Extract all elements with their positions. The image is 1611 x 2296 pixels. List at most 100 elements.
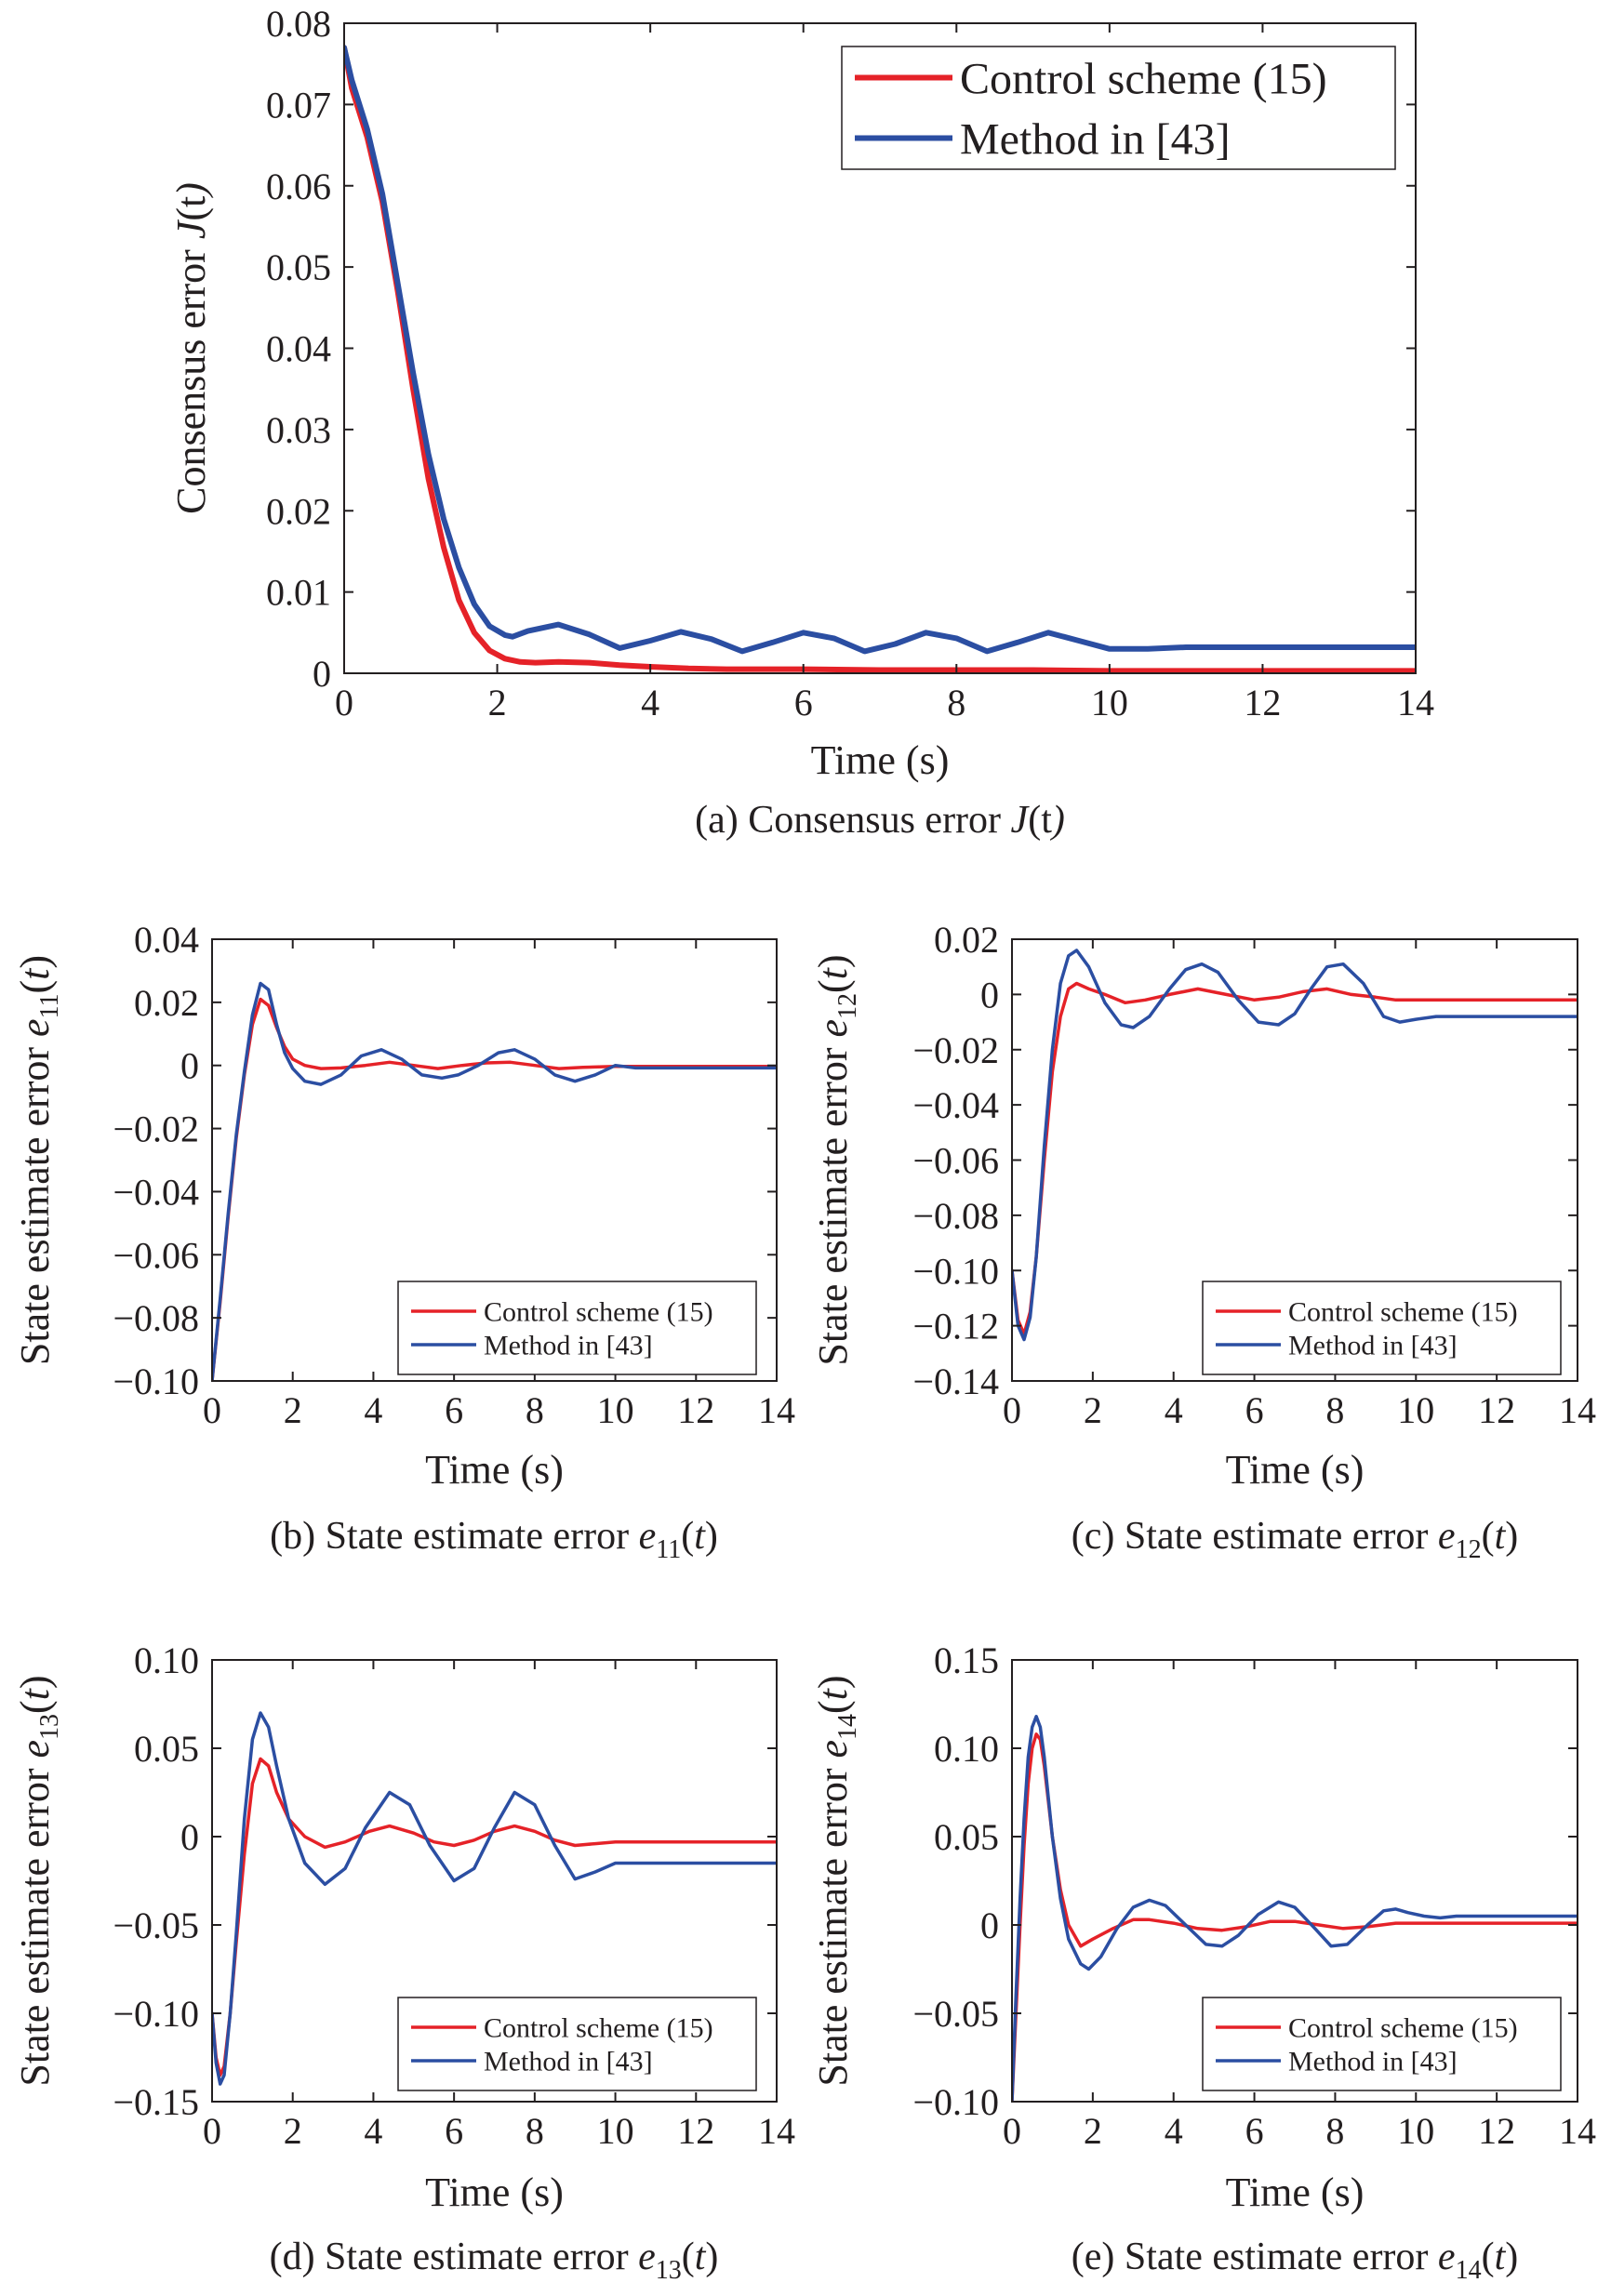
y-tick-label: 0.01 <box>266 572 331 614</box>
x-tick-label: 8 <box>1325 2110 1344 2152</box>
y-tick-label: 0.10 <box>134 1639 199 1681</box>
x-tick-label: 2 <box>284 2110 302 2152</box>
y-tick-label: 0.02 <box>266 490 331 532</box>
label-part: ) <box>1050 799 1065 842</box>
label-part: (d) State estimate error <box>270 2236 639 2278</box>
x-tick-label: 10 <box>597 1389 634 1431</box>
y-tick-label: 0.15 <box>934 1639 999 1681</box>
legend: Control scheme (15)Method in [43] <box>397 1281 757 1375</box>
label-part: ) <box>1505 1515 1518 1558</box>
label-part: (b) State estimate error <box>270 1515 639 1558</box>
label-part: ) <box>1505 2236 1518 2278</box>
y-axis-label: State estimate error e11(t) <box>12 955 64 1365</box>
label-part: J <box>168 219 214 239</box>
label-part: t <box>168 196 214 207</box>
legend-box <box>1202 1997 1562 2091</box>
y-tick-label: −0.10 <box>113 1360 199 1402</box>
x-tick-label: 4 <box>364 1389 382 1431</box>
label-part: (c) State estimate error <box>1072 1515 1438 1558</box>
label-part: (e) State estimate error <box>1072 2236 1438 2278</box>
label-part: State estimate error <box>12 1758 58 2087</box>
legend-box <box>1202 1281 1562 1375</box>
label-part: ) <box>810 1675 856 1689</box>
x-tick-label: 2 <box>1084 2110 1102 2152</box>
y-tick-label: −0.02 <box>113 1108 199 1150</box>
legend-box <box>397 1281 757 1375</box>
x-tick-label: 0 <box>335 682 353 723</box>
series-line-method-43 <box>1012 1715 1578 2102</box>
label-part: 14 <box>833 1714 862 1740</box>
series-line-method-43 <box>212 981 777 1381</box>
legend-label-method-43: Method in [43] <box>484 1331 653 1361</box>
label-part: ( <box>681 1515 694 1558</box>
label-part: t <box>1495 1515 1507 1558</box>
label-part: ) <box>705 1515 718 1558</box>
axes-box <box>1011 1659 1578 2103</box>
y-tick-label: 0 <box>980 974 999 1015</box>
label-part: ( <box>810 1700 856 1714</box>
y-tick-label: −0.10 <box>912 2081 999 2123</box>
x-tick-label: 0 <box>1003 2110 1021 2152</box>
label-part: ( <box>682 2236 695 2278</box>
label-part: 12 <box>833 993 862 1019</box>
label-part: J <box>1011 799 1031 842</box>
label-part: t <box>12 1687 58 1700</box>
x-tick-label: 10 <box>1397 2110 1434 2152</box>
x-tick-label: 8 <box>1325 1389 1344 1431</box>
legend: Control scheme (15)Method in [43] <box>1202 1997 1562 2091</box>
y-tick-label: −0.05 <box>912 1993 999 2035</box>
y-tick-label: −0.08 <box>912 1195 999 1237</box>
label-part: t <box>810 966 856 979</box>
x-tick-label: 6 <box>1245 2110 1264 2152</box>
y-tick-label: 0.04 <box>134 919 199 961</box>
label-part: ) <box>810 954 856 968</box>
chart-panel-b: 0 2 4 6 8 10 12 14 −0.10 −0.08 −0.06 −0.04 −0.02 0 0.0… <box>12 919 795 1564</box>
label-part: ( <box>12 980 58 994</box>
label-part: 11 <box>35 993 64 1018</box>
x-tick-label: 6 <box>445 2110 463 2152</box>
y-tick-label: 0.04 <box>266 328 331 370</box>
series-line-method-43 <box>212 1711 777 2086</box>
x-axis-label: Time (s) <box>1226 1447 1365 1493</box>
legend-label-control-scheme: Control scheme (15) <box>1288 1297 1518 1328</box>
y-tick-label: 0.02 <box>134 982 199 1024</box>
x-tick-label: 8 <box>526 1389 544 1431</box>
label-part: 14 <box>1456 2256 1482 2285</box>
x-axis-label: Time (s) <box>425 2170 564 2215</box>
label-part: e <box>810 1740 856 1758</box>
series-line-control-scheme <box>1012 1732 1578 2102</box>
label-part: ( <box>1482 2236 1495 2278</box>
label-part: e <box>12 1018 58 1037</box>
chart-panel-a: 0 2 4 6 8 10 12 14 0 0.01 0.02 0.03 0.04 0.05 0.06 0.07… <box>168 3 1434 842</box>
x-tick-label: 14 <box>1559 1389 1596 1431</box>
label-part: ) <box>168 182 214 199</box>
x-tick-label: 0 <box>203 2110 221 2152</box>
x-tick-label: 4 <box>1165 2110 1183 2152</box>
y-tick-label: 0.05 <box>134 1728 199 1770</box>
x-axis-label: Time (s) <box>811 737 950 783</box>
y-tick-label: −0.05 <box>113 1904 199 1946</box>
label-part: 13 <box>35 1714 64 1740</box>
label-part: e <box>639 1515 657 1558</box>
label-part: t <box>12 967 58 980</box>
y-tick-label: 0.06 <box>266 166 331 207</box>
legend-label-method-43: Method in [43] <box>1288 1331 1458 1361</box>
y-tick-label: 0 <box>980 1904 999 1946</box>
x-tick-label: 0 <box>203 1389 221 1431</box>
x-tick-label: 4 <box>1165 1389 1183 1431</box>
label-part: ( <box>1028 799 1041 842</box>
legend: Control scheme (15)Method in [43] <box>841 46 1396 170</box>
label-part: t <box>1041 799 1052 842</box>
y-axis-label: Consensus error J(t) <box>168 182 214 514</box>
y-tick-label: −0.04 <box>912 1084 999 1126</box>
y-tick-label: −0.06 <box>113 1234 199 1276</box>
label-part: ( <box>12 1700 58 1714</box>
y-tick-label: −0.15 <box>113 2081 199 2123</box>
x-tick-label: 12 <box>677 2110 714 2152</box>
label-part: ) <box>12 955 58 969</box>
y-tick-label: −0.08 <box>113 1297 199 1339</box>
x-tick-label: 10 <box>597 2110 634 2152</box>
label-part: 13 <box>656 2256 682 2285</box>
label-part: t <box>1495 2236 1507 2278</box>
